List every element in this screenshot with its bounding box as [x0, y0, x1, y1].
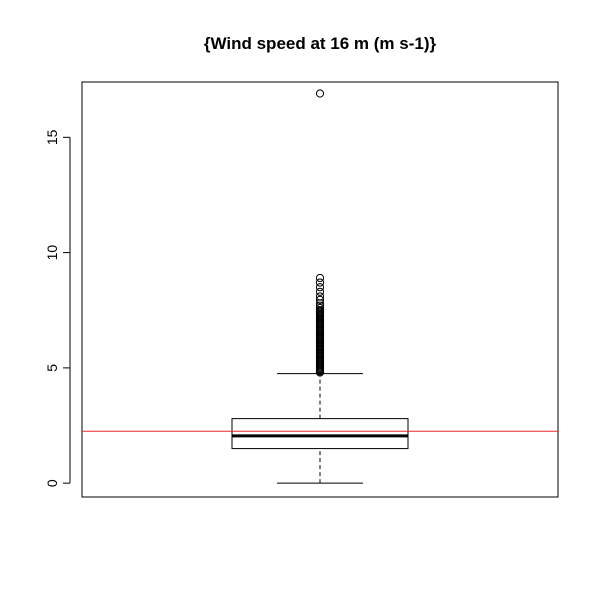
chart-title: {Wind speed at 16 m (m s-1)} [204, 34, 437, 53]
y-tick-label: 5 [44, 364, 60, 372]
iqr-box [231, 418, 409, 450]
outlier-point [315, 278, 325, 287]
outlier-point [315, 89, 325, 98]
y-tick-label: 10 [44, 245, 60, 261]
y-tick-label: 15 [44, 129, 60, 145]
outlier-point [315, 287, 325, 296]
plot-frame [81, 81, 559, 498]
outlier-point [315, 301, 325, 310]
outlier-point [315, 295, 325, 304]
outlier-point [315, 273, 325, 283]
plot-marks [82, 89, 558, 484]
y-axis: 0 5 10 15 [44, 129, 71, 487]
y-tick-label: 0 [44, 479, 60, 487]
outlier-point [315, 303, 325, 313]
outlier-point [315, 292, 325, 301]
outlier-point [315, 283, 325, 292]
